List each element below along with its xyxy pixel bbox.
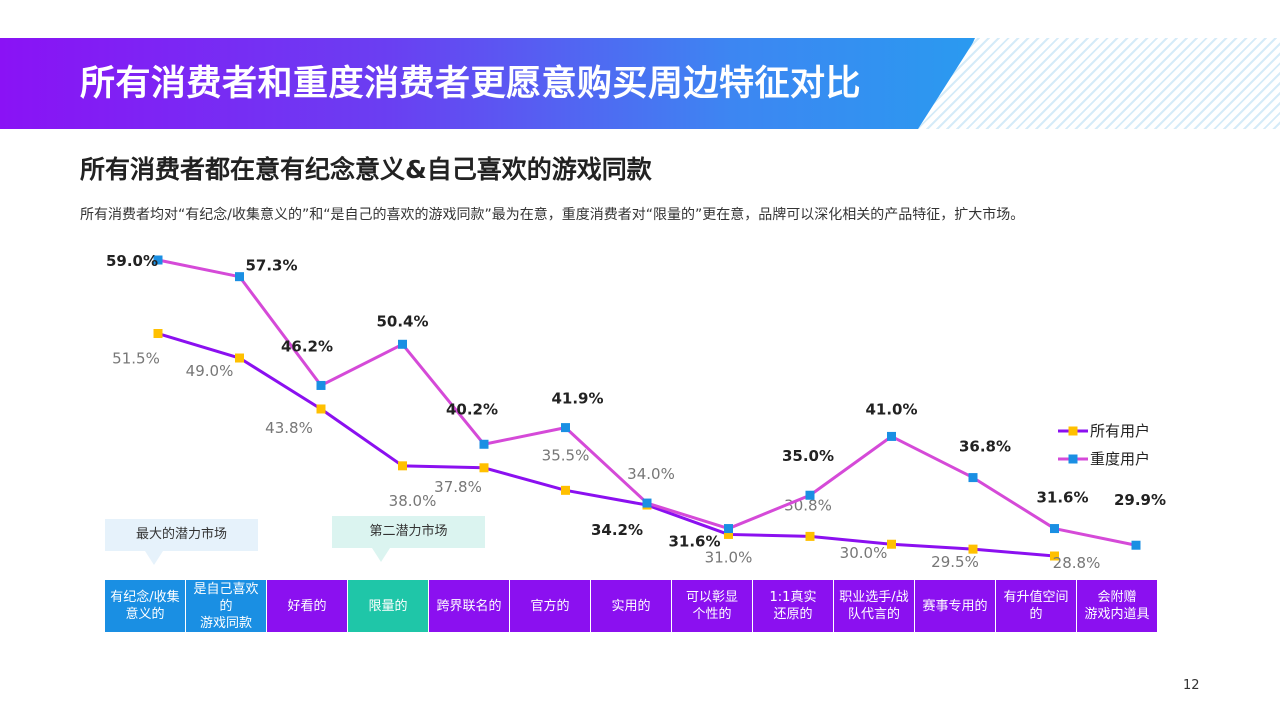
data-label-heavy-1: 57.3% bbox=[245, 257, 297, 275]
legend-label-heavy-users: 重度用户 bbox=[1090, 450, 1150, 468]
data-label-all-11: 28.8% bbox=[1053, 554, 1101, 572]
category-label-11: 有升值空间的 bbox=[996, 580, 1076, 632]
data-label-heavy-4: 40.2% bbox=[446, 400, 498, 418]
data-label-all-9: 30.0% bbox=[840, 544, 888, 562]
data-label-all-10: 29.5% bbox=[931, 553, 979, 571]
data-label-all-4: 37.8% bbox=[434, 478, 482, 496]
data-point-heavy-11 bbox=[1050, 524, 1059, 534]
data-label-all-0: 51.5% bbox=[112, 350, 160, 368]
data-point-all-10 bbox=[968, 544, 978, 554]
data-label-heavy-7: 31.6% bbox=[668, 533, 720, 551]
data-point-heavy-1 bbox=[235, 272, 244, 282]
data-label-all-2: 43.8% bbox=[265, 419, 313, 437]
data-point-all-1 bbox=[235, 353, 244, 363]
category-label-7: 可以彰显 个性的 bbox=[672, 580, 752, 632]
data-point-all-7 bbox=[724, 529, 733, 539]
data-label-all-7: 31.0% bbox=[705, 548, 753, 566]
description-text: 所有消费者均对“有纪念/收集意义的”和“是自己的喜欢的游戏同款”最为在意，重度消… bbox=[80, 207, 1025, 223]
page-number: 12 bbox=[1183, 678, 1200, 693]
category-label-9: 职业选手/战 队代言的 bbox=[834, 580, 914, 632]
data-point-heavy-8 bbox=[805, 490, 815, 500]
data-point-heavy-6 bbox=[642, 498, 652, 508]
data-label-all-5: 35.5% bbox=[542, 446, 590, 464]
data-label-heavy-2: 46.2% bbox=[281, 337, 333, 355]
data-label-all-1: 49.0% bbox=[186, 362, 234, 380]
data-label-heavy-0: 59.0% bbox=[106, 252, 158, 270]
category-label-8: 1:1真实 还原的 bbox=[753, 580, 833, 632]
data-label-heavy-3: 50.4% bbox=[376, 312, 428, 330]
category-label-1: 是自己喜欢的 游戏同款 bbox=[186, 580, 266, 632]
data-point-heavy-5 bbox=[561, 423, 570, 433]
data-point-heavy-12 bbox=[1131, 540, 1141, 550]
data-point-all-3 bbox=[398, 461, 407, 471]
data-label-heavy-9: 41.0% bbox=[865, 400, 917, 418]
data-point-heavy-4 bbox=[479, 439, 489, 449]
category-label-3: 限量的 bbox=[348, 580, 428, 632]
title-banner bbox=[0, 38, 975, 129]
data-label-heavy-12: 29.9% bbox=[1114, 491, 1166, 509]
data-point-all-2 bbox=[316, 404, 326, 414]
callout-biggest-potential: 最大的潜力市场 bbox=[105, 519, 258, 565]
data-point-all-4 bbox=[479, 463, 489, 473]
data-point-heavy-10 bbox=[968, 473, 978, 483]
category-label-5: 官方的 bbox=[510, 580, 590, 632]
data-point-heavy-3 bbox=[398, 339, 407, 349]
legend-label-all-users: 所有用户 bbox=[1090, 422, 1150, 440]
data-point-all-5 bbox=[561, 485, 570, 495]
category-axis: 有纪念/收集 意义的 是自己喜欢的 游戏同款 好看的 限量的 跨界联名的 官方的 实用的 可以… bbox=[105, 580, 1158, 632]
data-label-all-3: 38.0% bbox=[389, 492, 437, 510]
data-label-heavy-11: 31.6% bbox=[1036, 489, 1088, 507]
data-label-heavy-8: 35.0% bbox=[782, 447, 834, 465]
data-point-all-0 bbox=[153, 329, 163, 339]
data-point-heavy-2 bbox=[316, 380, 326, 390]
category-label-2: 好看的 bbox=[267, 580, 347, 632]
legend-marker-all-users bbox=[1068, 426, 1078, 436]
data-point-heavy-7 bbox=[724, 524, 733, 534]
banner-stripe-decoration bbox=[918, 38, 1280, 129]
data-point-heavy-9 bbox=[887, 431, 896, 441]
category-label-6: 实用的 bbox=[591, 580, 671, 632]
series-line-all-users bbox=[157, 332, 1055, 558]
data-label-heavy-10: 36.8% bbox=[959, 438, 1011, 456]
data-point-all-11 bbox=[1050, 551, 1059, 561]
data-point-all-8 bbox=[805, 531, 815, 541]
data-label-heavy-6: 34.2% bbox=[591, 521, 643, 539]
category-label-0: 有纪念/收集 意义的 bbox=[105, 580, 185, 632]
data-point-heavy-0 bbox=[153, 255, 163, 265]
legend-marker-heavy-users bbox=[1068, 454, 1078, 464]
category-label-10: 赛事专用的 bbox=[915, 580, 995, 632]
data-label-heavy-5: 41.9% bbox=[551, 390, 603, 408]
category-label-4: 跨界联名的 bbox=[429, 580, 509, 632]
data-label-all-6: 34.0% bbox=[627, 465, 675, 483]
data-point-all-9 bbox=[887, 539, 896, 549]
category-label-12: 会附赠 游戏内道具 bbox=[1077, 580, 1157, 632]
page-title: 所有消费者和重度消费者更愿意购买周边特征对比 bbox=[80, 64, 862, 104]
section-subtitle: 所有消费者都在意有纪念意义&自己喜欢的游戏同款 bbox=[80, 155, 652, 184]
callout-second-potential: 第二潜力市场 bbox=[332, 516, 485, 562]
